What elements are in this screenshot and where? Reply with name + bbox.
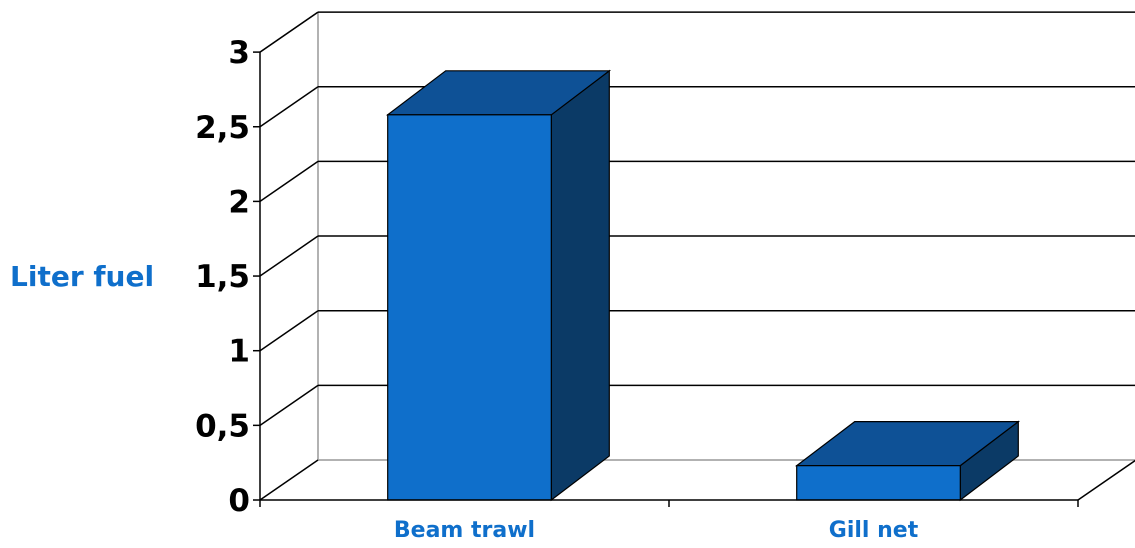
bar-side-face xyxy=(550,69,610,502)
bar-front-face xyxy=(796,465,961,501)
bars xyxy=(385,69,1021,502)
labels: Beam trawl Gill net 0 0,5 1 1,5 2 2,5 3 Liter fue… xyxy=(10,35,919,543)
axes xyxy=(253,51,1079,507)
gridline-side-2 xyxy=(259,310,319,352)
y-tick-label: 0,5 xyxy=(195,408,250,444)
floor-left-edge xyxy=(259,459,319,501)
y-axis-label: Liter fuel xyxy=(10,260,154,293)
y-tick-label: 1,5 xyxy=(195,259,250,295)
gridline-side-6 xyxy=(259,11,319,53)
gridline-side-5 xyxy=(259,86,319,128)
y-tick-label: 2 xyxy=(228,184,250,220)
x-tick-label: Beam trawl xyxy=(394,518,535,543)
gridline-side-4 xyxy=(259,160,319,203)
bar-gill-net xyxy=(794,420,1021,502)
gridline-side-1 xyxy=(259,384,319,426)
floor-right-edge xyxy=(1077,459,1135,501)
y-tick-label: 3 xyxy=(228,35,250,71)
x-tick-label: Gill net xyxy=(829,518,919,543)
y-tick-label: 2,5 xyxy=(195,110,250,146)
bar-beam-trawl xyxy=(385,69,612,502)
gridline-side-3 xyxy=(259,235,319,277)
bar-front-face xyxy=(387,114,552,501)
y-tick-label: 1 xyxy=(228,334,250,370)
y-tick-label: 0 xyxy=(228,483,250,519)
